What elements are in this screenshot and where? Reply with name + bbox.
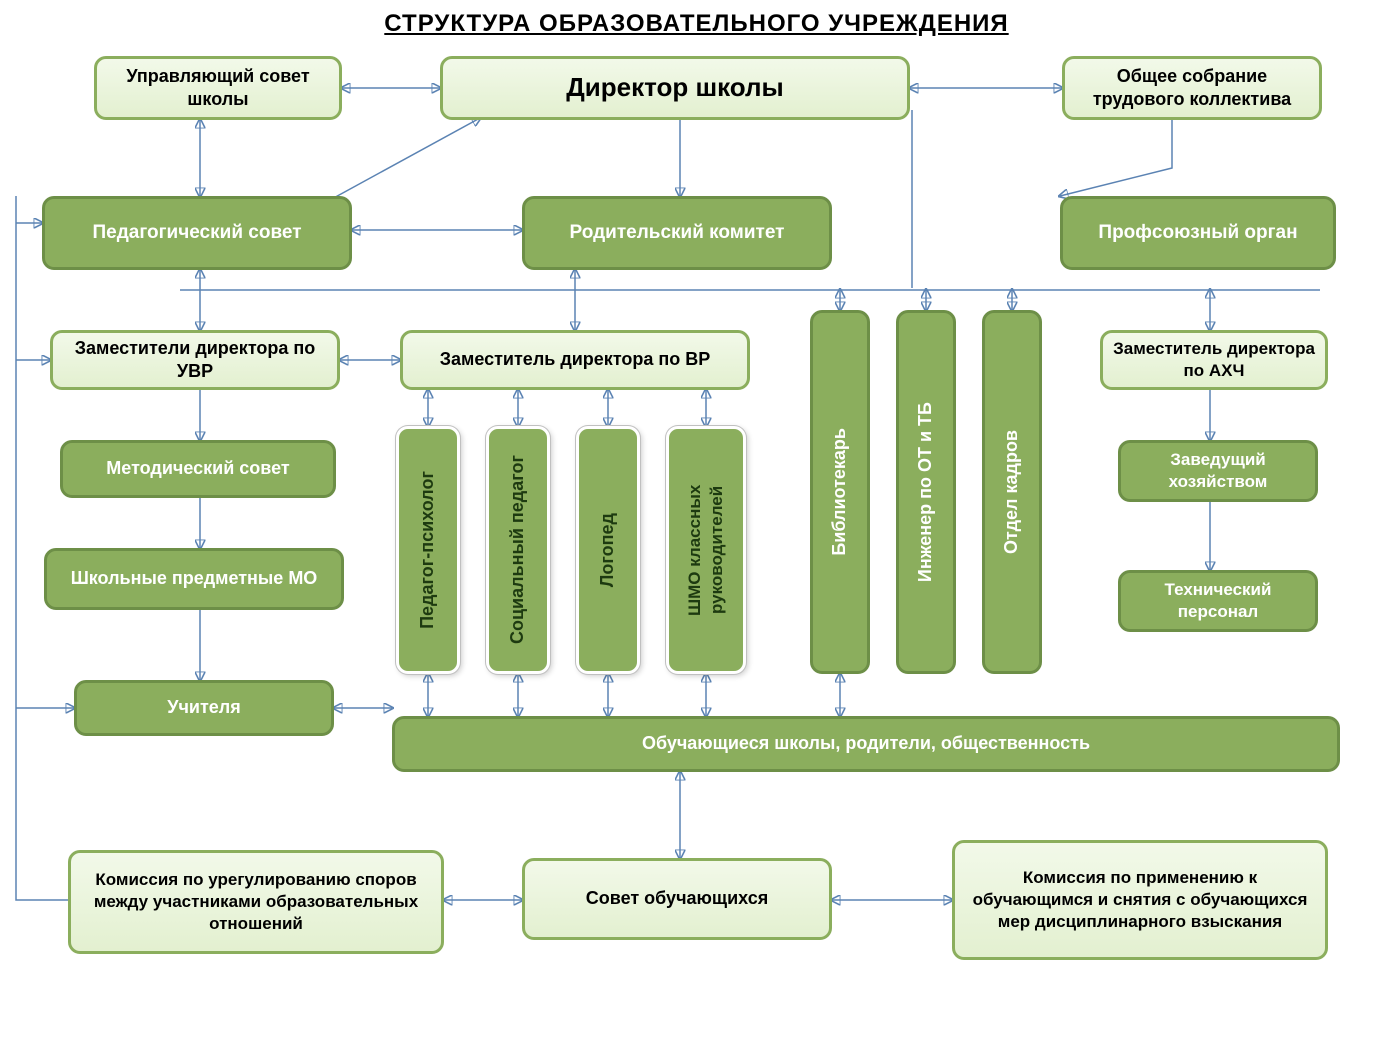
node-household: Заведущий хозяйством [1118,440,1318,502]
node-social_ped: Социальный педагог [486,426,550,674]
node-hr: Отдел кадров [982,310,1042,674]
node-label: Логопед [596,513,619,587]
node-label: Заведущий хозяйством [1131,449,1305,493]
node-label: Библиотекарь [828,428,851,556]
node-tech_staff: Технический персонал [1118,570,1318,632]
node-label: Управляющий совет школы [107,65,329,112]
node-label: Комиссия по урегулированию споров между … [81,869,431,935]
node-ped_council: Педагогический совет [42,196,352,270]
node-commission_discipline: Комиссия по применению к обучающимся и с… [952,840,1328,960]
node-label: Заместители директора по УВР [63,337,327,384]
node-deputy_ahch: Заместитель директора по АХЧ [1100,330,1328,390]
node-label: Педагог-психолог [416,471,439,629]
node-logoped: Логопед [576,426,640,674]
node-label: Методический совет [106,457,289,480]
node-label: Комиссия по применению к обучающимся и с… [965,867,1315,933]
node-label: Технический персонал [1131,579,1305,623]
node-label: ШМО классных руководителей [684,435,728,665]
node-label: Профсоюзный орган [1098,221,1297,246]
node-students_bar: Обучающиеся школы, родители, общественно… [392,716,1340,772]
node-director: Директор школы [440,56,910,120]
node-label: Инженер по ОТ и ТБ [914,402,937,582]
node-label: Общее собрание трудового коллектива [1075,65,1309,112]
node-method_council: Методический совет [60,440,336,498]
node-label: Заместитель директора по ВР [440,348,711,371]
node-teachers: Учителя [74,680,334,736]
node-school_mo: Школьные предметные МО [44,548,344,610]
node-deputy_vr: Заместитель директора по ВР [400,330,750,390]
node-label: Социальный педагог [506,455,529,644]
node-label: Обучающиеся школы, родители, общественно… [642,732,1090,755]
node-student_council: Совет обучающихся [522,858,832,940]
node-label: Родительский комитет [570,221,785,246]
node-librarian: Библиотекарь [810,310,870,674]
node-union: Профсоюзный орган [1060,196,1336,270]
node-deputy_uvr: Заместители директора по УВР [50,330,340,390]
node-label: Школьные предметные МО [71,567,318,590]
node-shmo: ШМО классных руководителей [666,426,746,674]
node-label: Директор школы [566,71,784,105]
node-psychologist: Педагог-психолог [396,426,460,674]
node-label: Совет обучающихся [586,887,768,910]
node-general_meeting: Общее собрание трудового коллектива [1062,56,1322,120]
node-label: Заместитель директора по АХЧ [1113,338,1315,382]
node-commission_dispute: Комиссия по урегулированию споров между … [68,850,444,954]
node-council: Управляющий совет школы [94,56,342,120]
node-parent_committee: Родительский комитет [522,196,832,270]
node-engineer: Инженер по ОТ и ТБ [896,310,956,674]
node-label: Отдел кадров [1000,430,1023,554]
diagram-title: СТРУКТУРА ОБРАЗОВАТЕЛЬНОГО УЧРЕЖДЕНИЯ [0,10,1393,38]
node-label: Учителя [167,696,240,719]
node-label: Педагогический совет [93,221,302,246]
